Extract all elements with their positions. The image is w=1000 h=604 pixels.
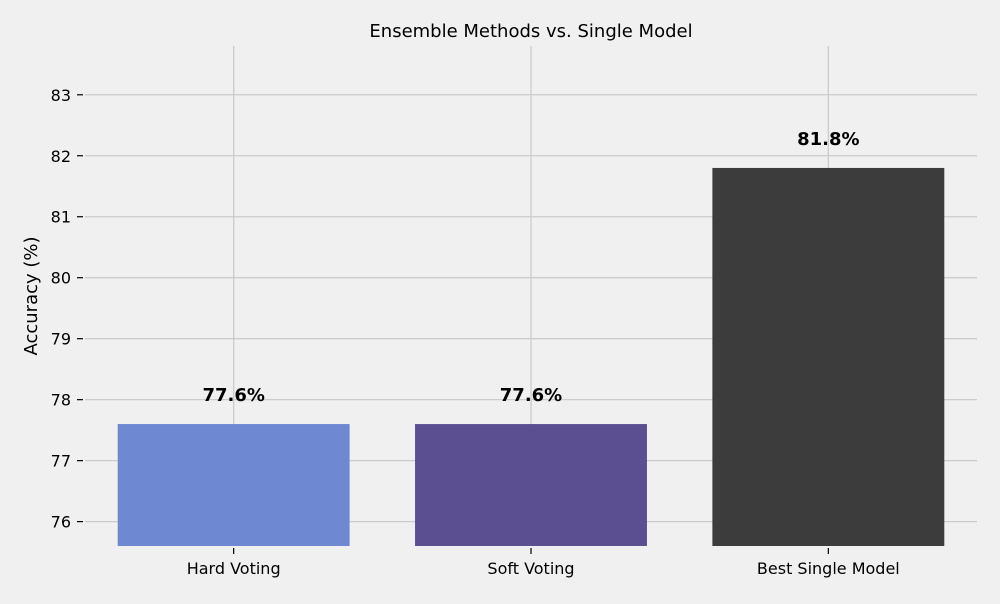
data-label: 81.8% bbox=[797, 129, 859, 150]
y-tick-label: 76 bbox=[51, 513, 71, 532]
y-tick-label: 78 bbox=[51, 391, 71, 410]
bars bbox=[117, 167, 945, 546]
bar bbox=[415, 424, 647, 546]
data-labels: 77.6% 77.6% 81.8% bbox=[202, 129, 859, 406]
y-tick-label: 82 bbox=[51, 147, 71, 166]
x-tick-label: Hard Voting bbox=[187, 559, 281, 578]
y-tick-label: 77 bbox=[51, 452, 71, 471]
y-tick-label: 83 bbox=[51, 86, 71, 105]
data-label: 77.6% bbox=[500, 385, 562, 406]
y-axis-label: Accuracy (%) bbox=[21, 236, 42, 355]
y-tick-label: 80 bbox=[51, 269, 71, 288]
bar bbox=[712, 167, 945, 546]
y-tick-label: 79 bbox=[51, 330, 71, 349]
chart-title: Ensemble Methods vs. Single Model bbox=[369, 21, 692, 42]
x-tick-label: Soft Voting bbox=[487, 559, 574, 578]
bar bbox=[117, 424, 350, 546]
x-tick-label: Best Single Model bbox=[757, 559, 900, 578]
y-tick-label: 81 bbox=[51, 208, 71, 227]
axis-ticks: 76 77 78 79 80 81 82 83 Hard Voting Soft Voting Be… bbox=[51, 86, 900, 578]
data-label: 77.6% bbox=[202, 385, 264, 406]
